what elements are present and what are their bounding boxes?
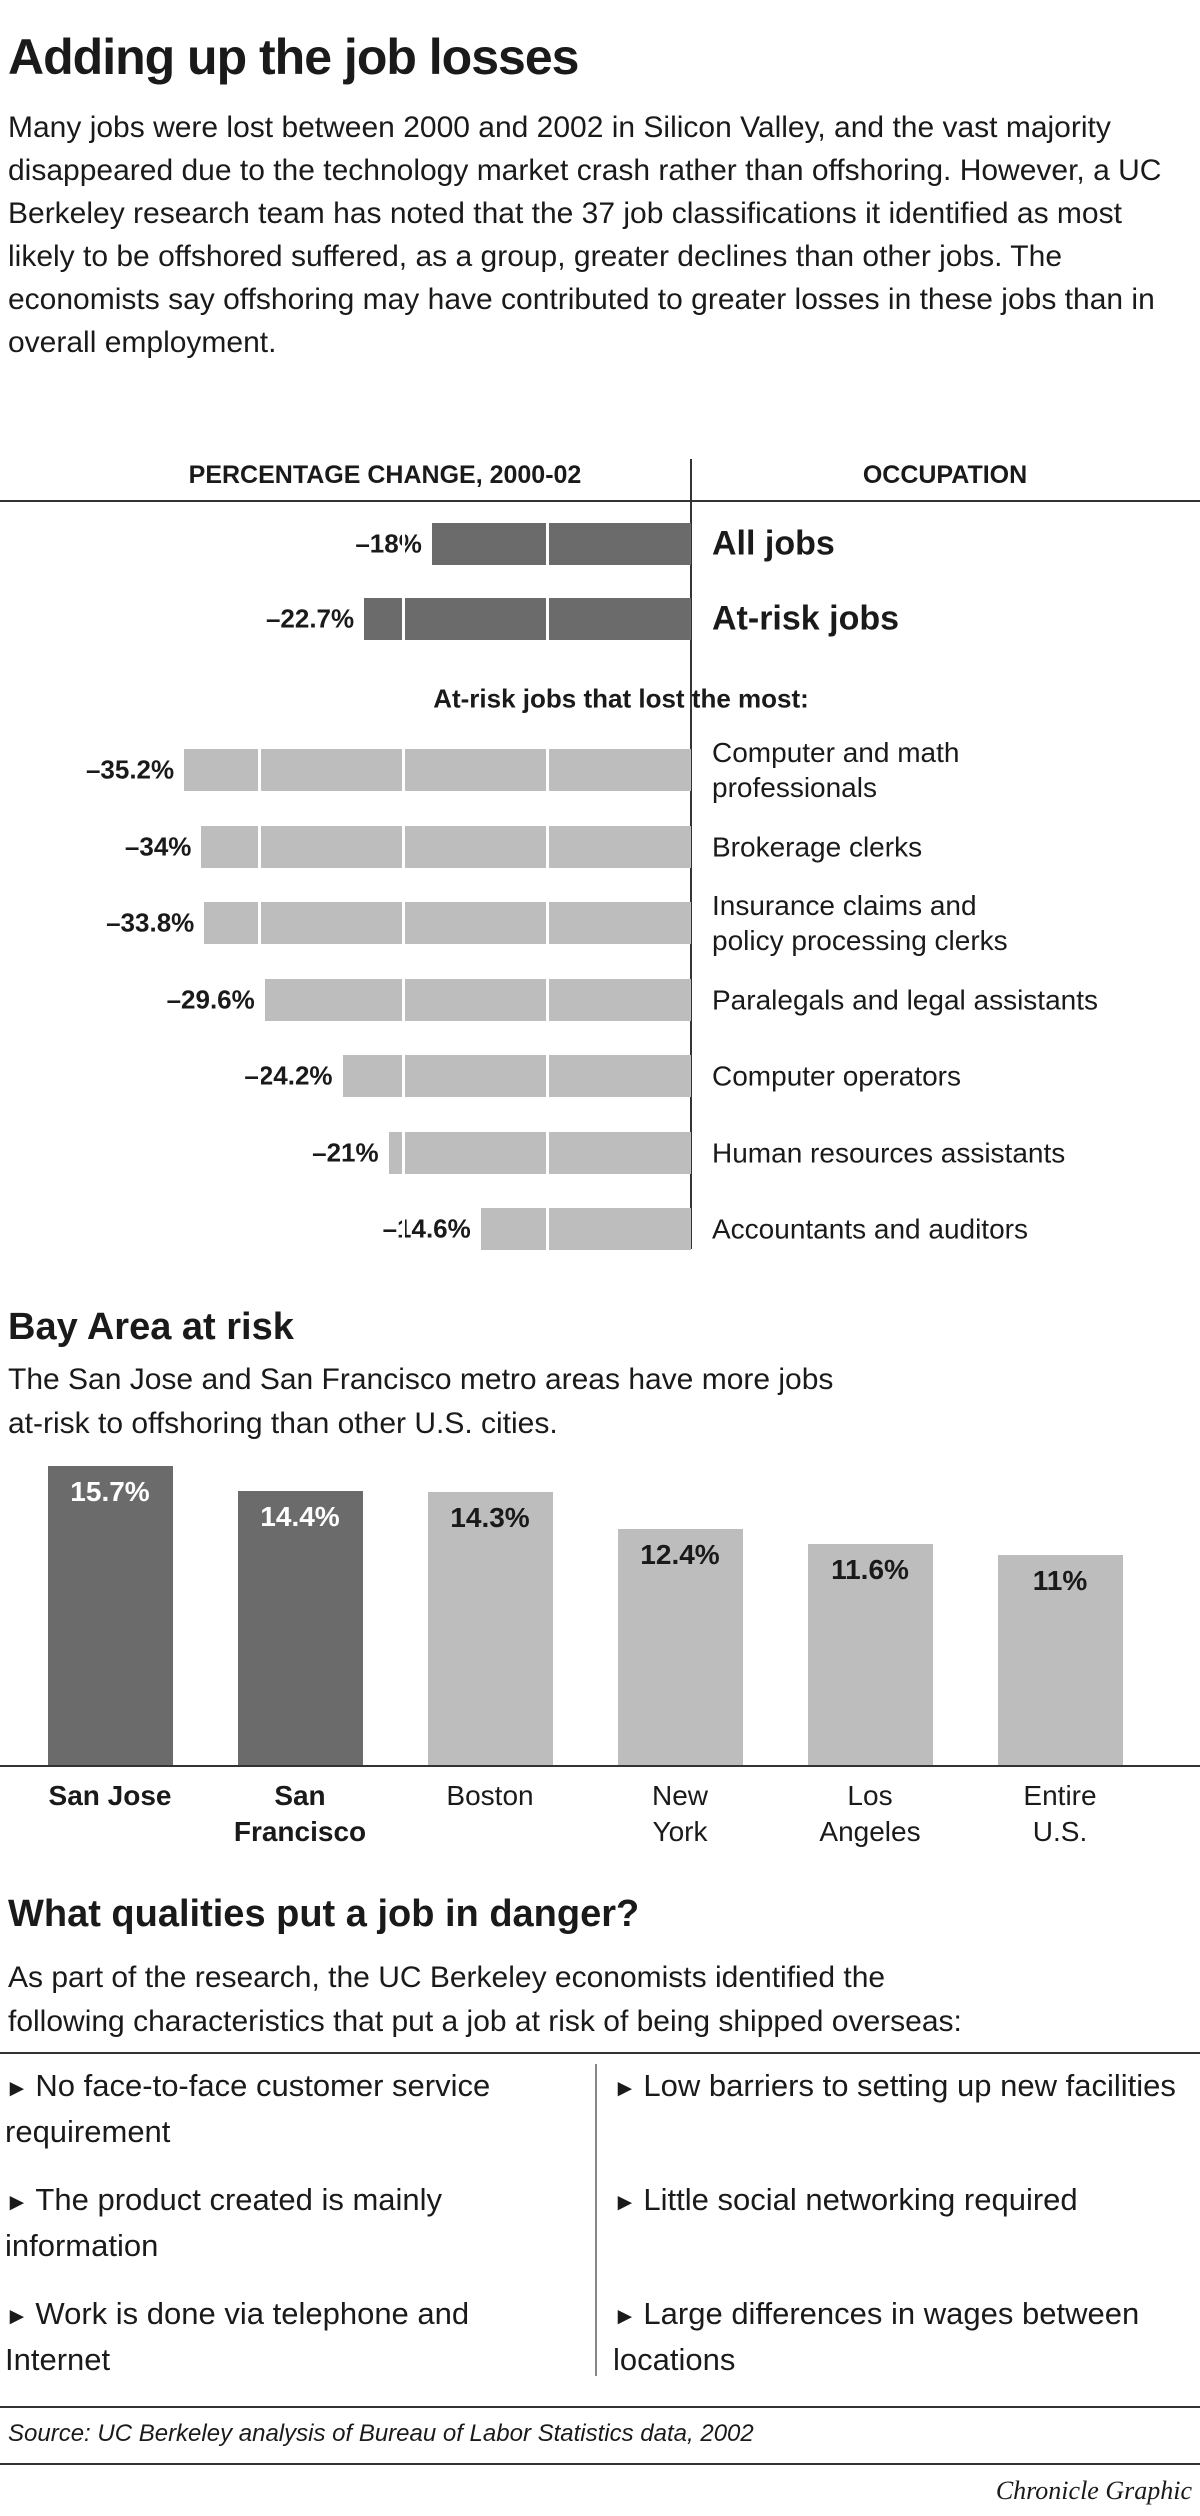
bar xyxy=(204,902,691,944)
source: Source: UC Berkeley analysis of Bureau o… xyxy=(8,2420,754,2447)
column-divider xyxy=(690,459,692,1249)
column-divider xyxy=(595,2064,597,2376)
category-label: San Jose xyxy=(48,1780,172,1811)
category-label: Human resources assistants xyxy=(712,1137,1066,1168)
bullet-item: No face-to-face customer service require… xyxy=(5,2064,575,2153)
value-header: PERCENTAGE CHANGE, 2000-02 xyxy=(188,461,582,489)
value-label: 12.4% xyxy=(640,1538,720,1570)
bullet-item: The product created is mainly informatio… xyxy=(5,2178,575,2267)
category-label: Insurance claims and policy processing c… xyxy=(712,890,1008,956)
category-label: San Francisco xyxy=(233,1780,367,1847)
value-label: –33.8% xyxy=(106,907,195,938)
subchart-title: At-risk jobs that lost the most: xyxy=(433,683,809,714)
category-label: At-risk jobs xyxy=(712,599,900,638)
value-label: 14.3% xyxy=(450,1502,530,1534)
bar xyxy=(364,598,691,640)
category-label: All jobs xyxy=(712,524,835,563)
grid-line xyxy=(545,749,549,1250)
bar xyxy=(388,1131,691,1174)
rule xyxy=(0,2406,1200,2408)
grid-line xyxy=(545,523,549,640)
bar xyxy=(427,1492,553,1765)
category-label: Los Angeles xyxy=(819,1780,921,1847)
category-label: Entire U.S. xyxy=(1023,1780,1097,1847)
value-label: 11.6% xyxy=(831,1553,909,1585)
value-label: –34% xyxy=(124,831,192,861)
bullet-item: Large differences in wages between locat… xyxy=(613,2292,1183,2381)
grid-line xyxy=(401,523,405,640)
value-label: –35.2% xyxy=(85,754,175,785)
value-label: –14.6% xyxy=(382,1213,471,1244)
rule xyxy=(0,2052,1200,2054)
value-label: 15.7% xyxy=(70,1475,150,1507)
intro: Many jobs were lost between 2000 and 200… xyxy=(8,111,1162,359)
baseline xyxy=(0,1765,1200,1767)
section-title: What qualities put a job in danger? xyxy=(8,1893,640,1935)
grid-line xyxy=(257,523,261,640)
category-label: Accountants and auditors xyxy=(712,1213,1028,1245)
bar xyxy=(264,978,691,1021)
bar xyxy=(342,1055,691,1097)
bar xyxy=(237,1490,363,1765)
section-text: The San Jose and San Francisco metro are… xyxy=(8,1363,834,1440)
category-label: Brokerage clerks xyxy=(712,831,923,862)
section-text: As part of the research, the UC Berkeley… xyxy=(8,1961,962,2038)
value-label: –18% xyxy=(355,528,422,559)
bar xyxy=(480,1208,691,1250)
value-label: –29.6% xyxy=(166,984,255,1014)
value-label: 14.4% xyxy=(260,1500,340,1532)
category-label: Computer and math professionals xyxy=(712,737,960,803)
bullet-item: Low barriers to setting up new facilitie… xyxy=(613,2064,1183,2110)
category-label: New York xyxy=(651,1780,709,1847)
bar xyxy=(997,1555,1123,1765)
category-label: Computer operators xyxy=(712,1060,962,1092)
category-label: Boston xyxy=(446,1780,534,1811)
category-label: Paralegals and legal assistants xyxy=(712,984,1099,1015)
bar xyxy=(431,523,691,565)
section-title: Bay Area at risk xyxy=(8,1306,294,1348)
bar xyxy=(47,1465,173,1765)
value-label: –22.7% xyxy=(265,603,355,634)
value-label: 11% xyxy=(1032,1565,1088,1597)
title: Adding up the job losses xyxy=(8,29,579,85)
bar xyxy=(617,1528,743,1765)
bar xyxy=(807,1543,933,1765)
value-label: –21% xyxy=(312,1137,379,1167)
rule xyxy=(0,2463,1200,2465)
category-header: OCCUPATION xyxy=(862,461,1028,489)
header-rule xyxy=(0,500,1200,502)
grid-line xyxy=(401,749,405,1250)
bullet-item: Little social networking required xyxy=(613,2178,1183,2224)
bar xyxy=(201,825,691,868)
bar xyxy=(184,749,691,791)
bullet-item: Work is done via telephone and Internet xyxy=(5,2292,575,2381)
grid-line xyxy=(257,749,261,1250)
credit: Chronicle Graphic xyxy=(995,2476,1192,2505)
